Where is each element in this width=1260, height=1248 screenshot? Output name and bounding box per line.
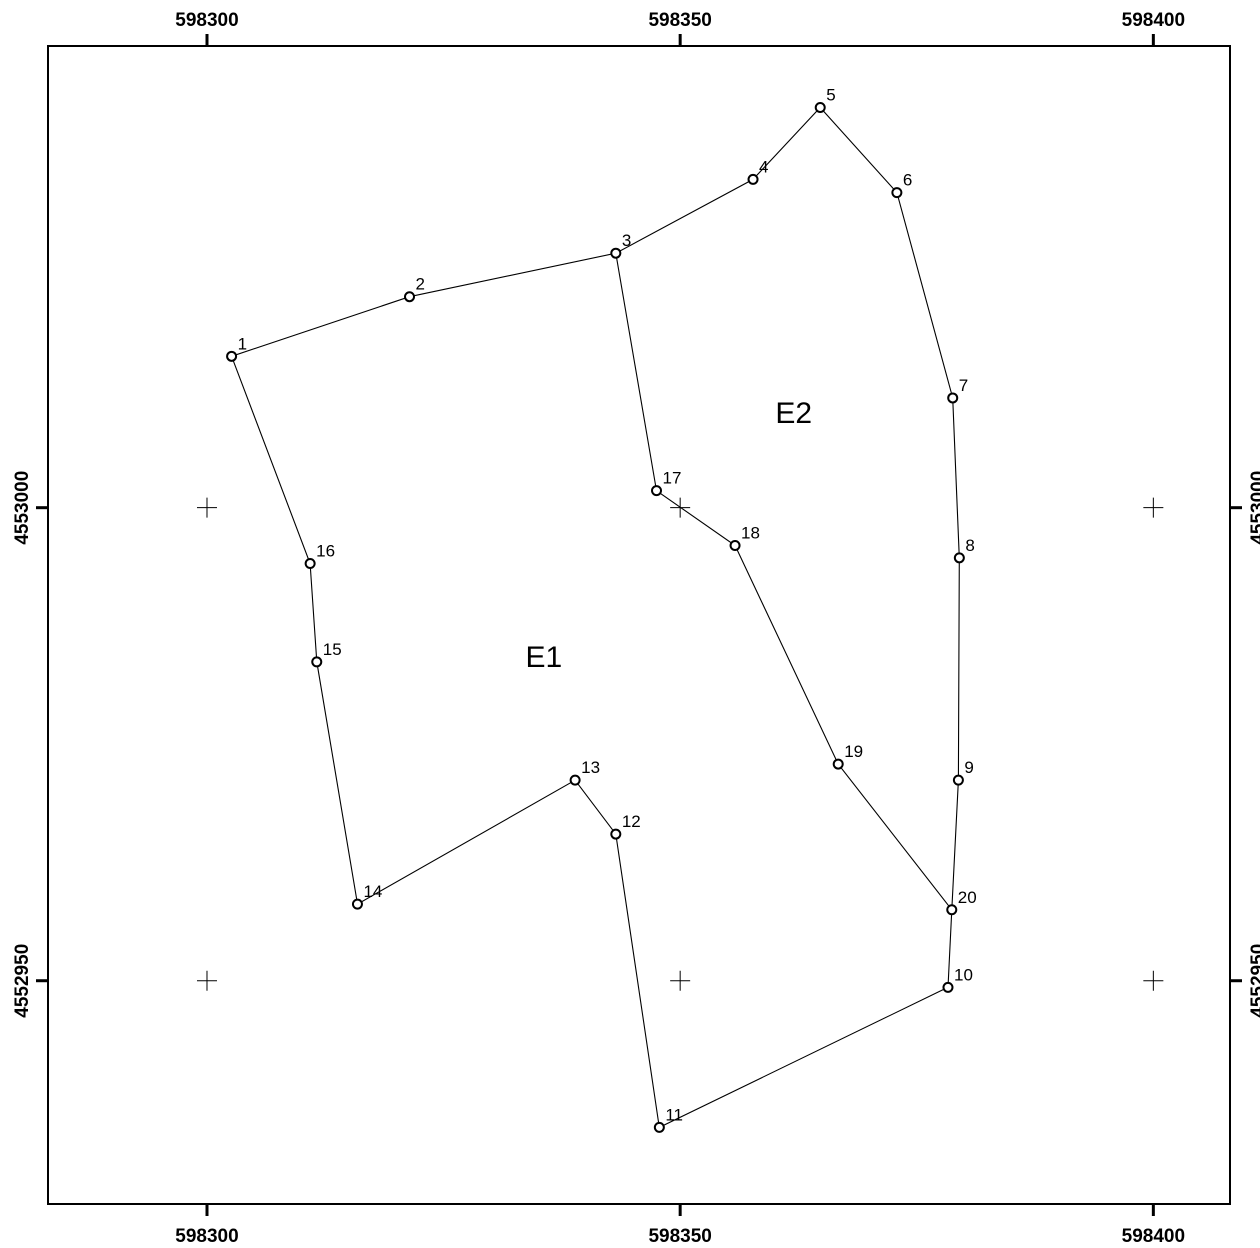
boundary-line — [231, 106, 960, 1129]
x-tick-label-top: 598400 — [1122, 10, 1185, 31]
vertex-point — [832, 758, 844, 770]
vertex-label: 4 — [759, 157, 768, 176]
y-tick-label-right: 4552950 — [1248, 944, 1260, 1018]
x-tick-label-bottom: 598400 — [1122, 1226, 1185, 1247]
vertex-label: 1 — [238, 334, 247, 353]
vertex-point — [651, 485, 663, 497]
x-tick-label-top: 598350 — [648, 10, 711, 31]
vertex-label: 3 — [622, 231, 631, 250]
parcel-label: E1 — [526, 641, 563, 674]
vertex-point — [610, 828, 622, 840]
grid-cross — [1143, 497, 1164, 518]
x-tick-label-bottom: 598300 — [175, 1226, 238, 1247]
vertex-label: 17 — [663, 469, 682, 488]
grid-cross — [196, 970, 217, 991]
boundary-line — [615, 253, 953, 911]
vertex-label: 5 — [826, 85, 835, 104]
boundary-lines — [231, 106, 960, 1129]
vertex-point — [404, 291, 416, 303]
vertex-label: 20 — [958, 888, 977, 907]
vertex-point — [351, 898, 363, 910]
vertex-point — [311, 656, 323, 668]
vertex-point — [952, 774, 964, 786]
grid-cross — [1143, 970, 1164, 991]
map-frame — [47, 45, 1231, 1205]
vertex-label: 12 — [622, 812, 641, 831]
vertex-point — [814, 101, 826, 113]
x-tick-label-bottom: 598350 — [648, 1226, 711, 1247]
y-tick-label-right: 4553000 — [1248, 471, 1260, 545]
vertex-label: 6 — [903, 171, 912, 190]
vertex-label: 14 — [363, 882, 382, 901]
vertex-label: 13 — [581, 758, 600, 777]
vertex-label: 11 — [665, 1105, 683, 1124]
grid-cross — [196, 497, 217, 518]
grid-crosses — [196, 497, 1164, 991]
y-tick-label-left: 4552950 — [12, 944, 33, 1018]
vertex-label: 16 — [316, 542, 335, 561]
vertex-point — [891, 187, 903, 199]
vertex-label: 9 — [964, 758, 973, 777]
vertex-label: 7 — [959, 376, 968, 395]
vertex-point — [747, 173, 759, 185]
vertex-label: 10 — [954, 965, 973, 984]
vertex-label: 18 — [741, 524, 760, 543]
vertex-label: 15 — [323, 640, 342, 659]
parcel-labels: E1 E2 — [526, 397, 813, 674]
vertex-point — [304, 558, 316, 570]
map-axes: 598300 598300 598350 598350 598400 598400 4552… — [12, 10, 1260, 1247]
vertex-label: 2 — [416, 275, 425, 294]
vertex-label: 8 — [965, 536, 974, 555]
vertex-point — [946, 904, 958, 916]
vertex-point — [610, 247, 622, 259]
y-tick-label-left: 4553000 — [12, 471, 33, 545]
grid-cross — [670, 970, 691, 991]
vertex-point — [942, 981, 954, 993]
vertex-point — [953, 552, 965, 564]
vertex-point — [947, 392, 959, 404]
x-tick-label-top: 598300 — [175, 10, 238, 31]
parcel-label: E2 — [775, 397, 812, 430]
vertex-point — [729, 540, 741, 552]
vertex-point — [653, 1121, 665, 1133]
vertex-point — [226, 350, 238, 362]
vertex-label: 19 — [844, 742, 863, 761]
vertex-point — [569, 774, 581, 786]
